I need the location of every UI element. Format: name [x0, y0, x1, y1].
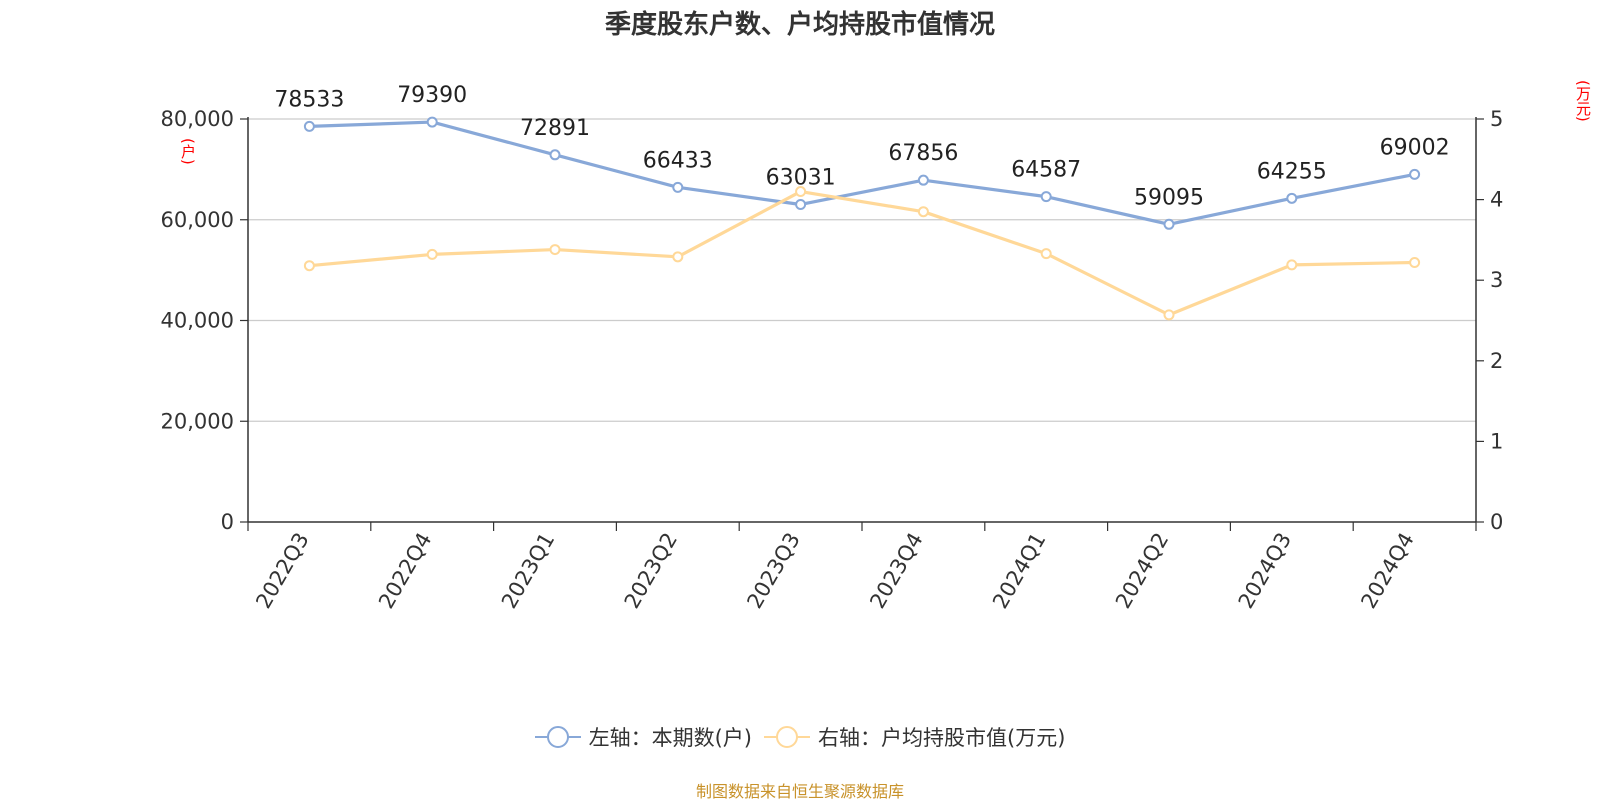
series-line-0	[309, 120, 1415, 226]
left-axis-unit: (户)	[179, 138, 197, 165]
series-0-point-2	[549, 149, 561, 161]
series-0-point-4	[795, 198, 807, 210]
right-tick-label-5: 5	[1490, 107, 1503, 131]
series-1-point-5	[917, 206, 929, 218]
series-0-data-label-9: 69002	[1380, 135, 1450, 160]
series-0-point-7	[1163, 218, 1175, 230]
legend-item-households[interactable]: 左轴：本期数(户)	[534, 722, 752, 752]
chart-title: 季度股东户数、户均持股市值情况	[604, 10, 995, 40]
series-0-point-9	[1409, 168, 1421, 180]
x-tick-label-0: 2022Q3	[251, 529, 313, 613]
x-tick-label-7: 2024Q2	[1111, 529, 1173, 613]
series-0-point-5	[917, 174, 929, 186]
source-note: 制图数据来自恒生聚源数据库	[695, 782, 904, 801]
x-tick-label-8: 2024Q3	[1234, 529, 1296, 613]
series-1-point-4	[795, 186, 807, 198]
series-0-data-label-2: 72891	[520, 116, 590, 141]
legend-marker-households-icon	[534, 726, 581, 748]
series-0-data-label-5: 67856	[888, 141, 958, 166]
right-tick-label-0: 0	[1490, 510, 1503, 534]
left-tick-label-4: 80,000	[161, 107, 234, 131]
right-tick-label-4: 4	[1490, 188, 1503, 212]
series-0-data-label-1: 79390	[397, 83, 467, 108]
x-tick-label-6: 2024Q1	[988, 529, 1050, 613]
left-tick-label-2: 40,000	[161, 309, 234, 333]
x-tick-label-5: 2023Q4	[865, 529, 927, 613]
series-1-point-7	[1163, 309, 1175, 321]
legend: 左轴：本期数(户) 右轴：户均持股市值(万元)	[0, 722, 1600, 752]
line-chart: 0 20,000 40,000 60,000 80,000 0 1 2 3 4 5 2022Q3 202…	[161, 83, 1504, 613]
series-0-point-8	[1286, 192, 1298, 204]
legend-marker-market-value-icon	[764, 726, 810, 748]
series-line-1	[309, 189, 1415, 317]
series-0-point-6	[1040, 191, 1052, 203]
series-0-point-0	[303, 120, 315, 132]
legend-label-market-value: 右轴：户均持股市值(万元)	[818, 726, 1066, 750]
series-0-point-1	[426, 116, 438, 128]
right-axis-unit: (万元)	[1574, 80, 1592, 122]
series-0-point-3	[672, 181, 684, 193]
left-tick-label-3: 60,000	[161, 208, 234, 232]
series-1-point-1	[426, 248, 438, 260]
right-tick-label-3: 3	[1490, 268, 1503, 292]
series-0-data-label-0: 78533	[274, 87, 344, 112]
x-tick-label-4: 2023Q3	[742, 529, 804, 613]
series-1-point-2	[549, 244, 561, 256]
series-1-point-0	[303, 260, 315, 272]
series-1-point-9	[1409, 256, 1421, 268]
right-tick-label-2: 2	[1490, 349, 1503, 373]
right-tick-label-1: 1	[1490, 429, 1503, 453]
series-0-data-label-6: 64587	[1011, 158, 1081, 183]
x-tick-label-9: 2024Q4	[1356, 529, 1418, 613]
left-tick-label-1: 20,000	[161, 409, 234, 433]
x-tick-label-1: 2022Q4	[374, 529, 436, 613]
series-0-data-label-7: 59095	[1134, 185, 1204, 210]
legend-item-market-value[interactable]: 右轴：户均持股市值(万元)	[764, 722, 1065, 752]
x-tick-label-3: 2023Q2	[620, 529, 682, 613]
series-1-point-6	[1040, 248, 1052, 260]
legend-label-households: 左轴：本期数(户)	[588, 726, 752, 750]
series-1-point-3	[672, 251, 684, 263]
left-tick-label-0: 0	[221, 510, 234, 534]
series-0-data-label-3: 66433	[643, 148, 713, 173]
series-0-data-label-8: 64255	[1257, 159, 1327, 184]
series-1-point-8	[1286, 259, 1298, 271]
x-tick-label-2: 2023Q1	[497, 529, 559, 613]
